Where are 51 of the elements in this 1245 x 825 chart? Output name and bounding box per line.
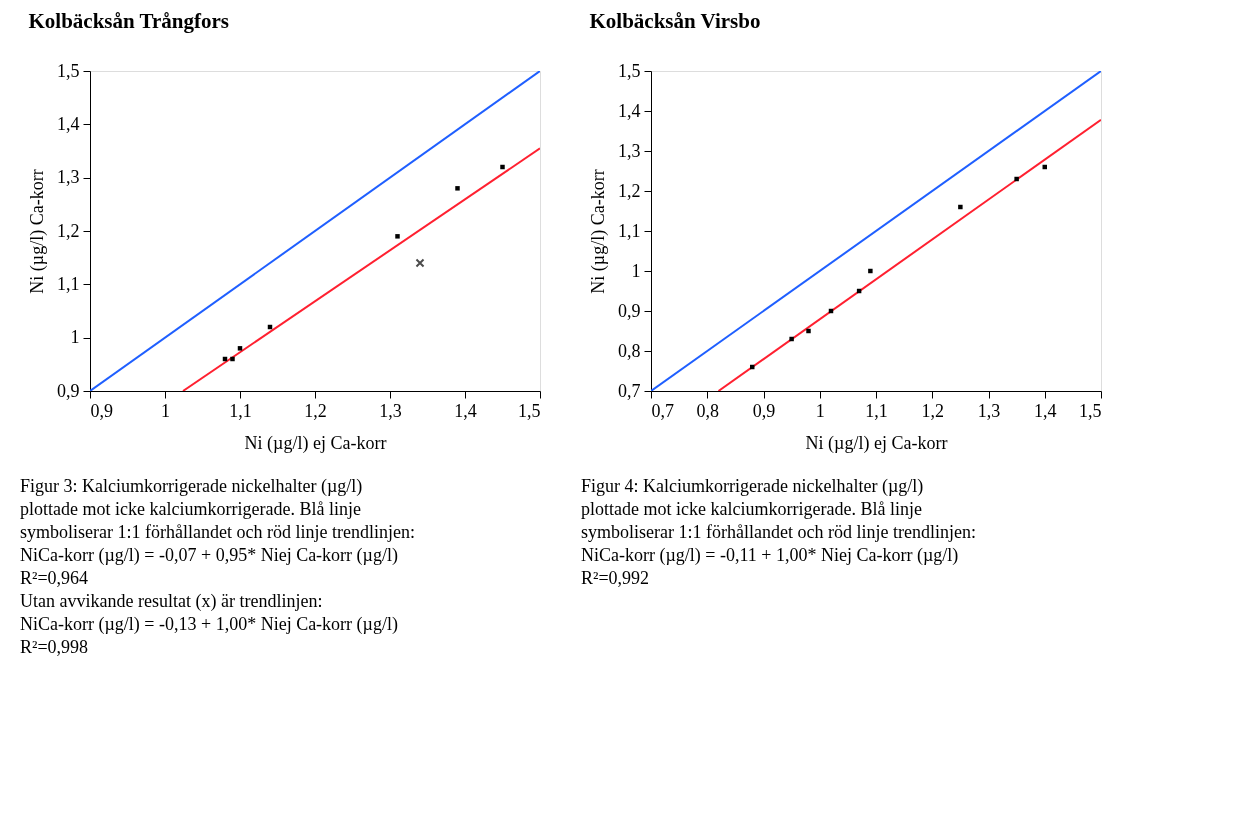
x-tick-label: 1,5 xyxy=(1079,400,1102,421)
y-tick-label: 1,2 xyxy=(57,220,80,241)
text: NiCa-korr (µg/l) = -0,13 + 1,00* Niej Ca-korr (µg/l) xyxy=(20,614,398,635)
y-tick-label: 0,9 xyxy=(57,380,80,401)
text: plottade mot icke kalciumkorrigerade. Blå linje xyxy=(20,499,361,519)
y-tick-label: 1,3 xyxy=(618,140,641,161)
y-tick-label: 0,9 xyxy=(618,300,641,321)
y-tick-label: 1,1 xyxy=(57,273,80,294)
x-tick-label: 1,3 xyxy=(379,400,402,421)
y-tick-label: 1,5 xyxy=(618,60,641,81)
x-tick-label: 1,1 xyxy=(229,400,252,421)
x-tick-label: 0,8 xyxy=(696,400,719,421)
x-tick-label: 1,2 xyxy=(921,400,944,421)
y-tick-label: 1,2 xyxy=(618,180,641,201)
y-tick-label: 0,7 xyxy=(618,380,641,401)
text: plottade mot icke kalciumkorrigerade. Blå linje xyxy=(581,499,922,519)
y-tick-label: 1,1 xyxy=(618,220,641,241)
text: R²=0,964 xyxy=(20,568,89,588)
y-tick-label: 1,4 xyxy=(57,113,80,134)
text: R²=0,992 xyxy=(581,568,650,588)
x-tick-label: 0,7 xyxy=(651,400,674,421)
y-tick-label: 1,3 xyxy=(57,167,80,188)
text: Utan avvikande resultat (x) är trendlinjen: xyxy=(20,591,323,612)
x-tick-label: 1 xyxy=(815,400,825,421)
text: symboliserar 1:1 förhållandet och röd linje trendlinjen: xyxy=(20,522,415,542)
y-tick-label: 1 xyxy=(70,327,80,348)
x-axis-title: Ni (µg/l) ej Ca-korr xyxy=(244,432,387,454)
y-tick-label: 1,5 xyxy=(57,60,80,81)
x-tick-label: 1,5 xyxy=(518,400,541,421)
y-tick-label: 0,8 xyxy=(618,340,641,361)
text: symboliserar 1:1 förhållandet och röd linje trendlinjen: xyxy=(581,522,976,542)
y-tick-label: 1 xyxy=(631,260,641,281)
text: R²=0,998 xyxy=(20,637,89,657)
x-tick-label: 0,9 xyxy=(752,400,776,421)
text: Figur 3: Kalciumkorrigerade nickelhalter (µg/l) xyxy=(20,476,363,497)
x-axis-title: Ni (µg/l) ej Ca-korr xyxy=(805,432,948,454)
x-tick-label: 1,4 xyxy=(454,400,477,421)
text: NiCa-korr (µg/l) = -0,07 + 0,95* Niej Ca-korr (µg/l) xyxy=(20,545,398,566)
chart-title: Kolbäcksån Virsbo xyxy=(589,9,761,33)
y-axis-title: Ni (µg/l) Ca-korr xyxy=(27,169,48,294)
x-tick-label: 1 xyxy=(161,400,170,421)
text: NiCa-korr (µg/l) = -0,11 + 1,00* Niej Ca-korr (µg/l) xyxy=(581,545,959,566)
x-tick-label: 1,1 xyxy=(865,400,888,421)
x-tick-label: 1,3 xyxy=(977,400,1001,421)
x-tick-label: 1,2 xyxy=(304,400,327,421)
text: Figur 4: Kalciumkorrigerade nickelhalter (µg/l) xyxy=(581,476,924,497)
y-tick-label: 1,4 xyxy=(618,100,641,121)
x-tick-label: 1,4 xyxy=(1034,400,1057,421)
chart-title: Kolbäcksån Trångfors xyxy=(28,9,230,33)
y-axis-title: Ni (µg/l) Ca-korr xyxy=(588,169,609,294)
x-tick-label: 0,9 xyxy=(90,400,113,421)
